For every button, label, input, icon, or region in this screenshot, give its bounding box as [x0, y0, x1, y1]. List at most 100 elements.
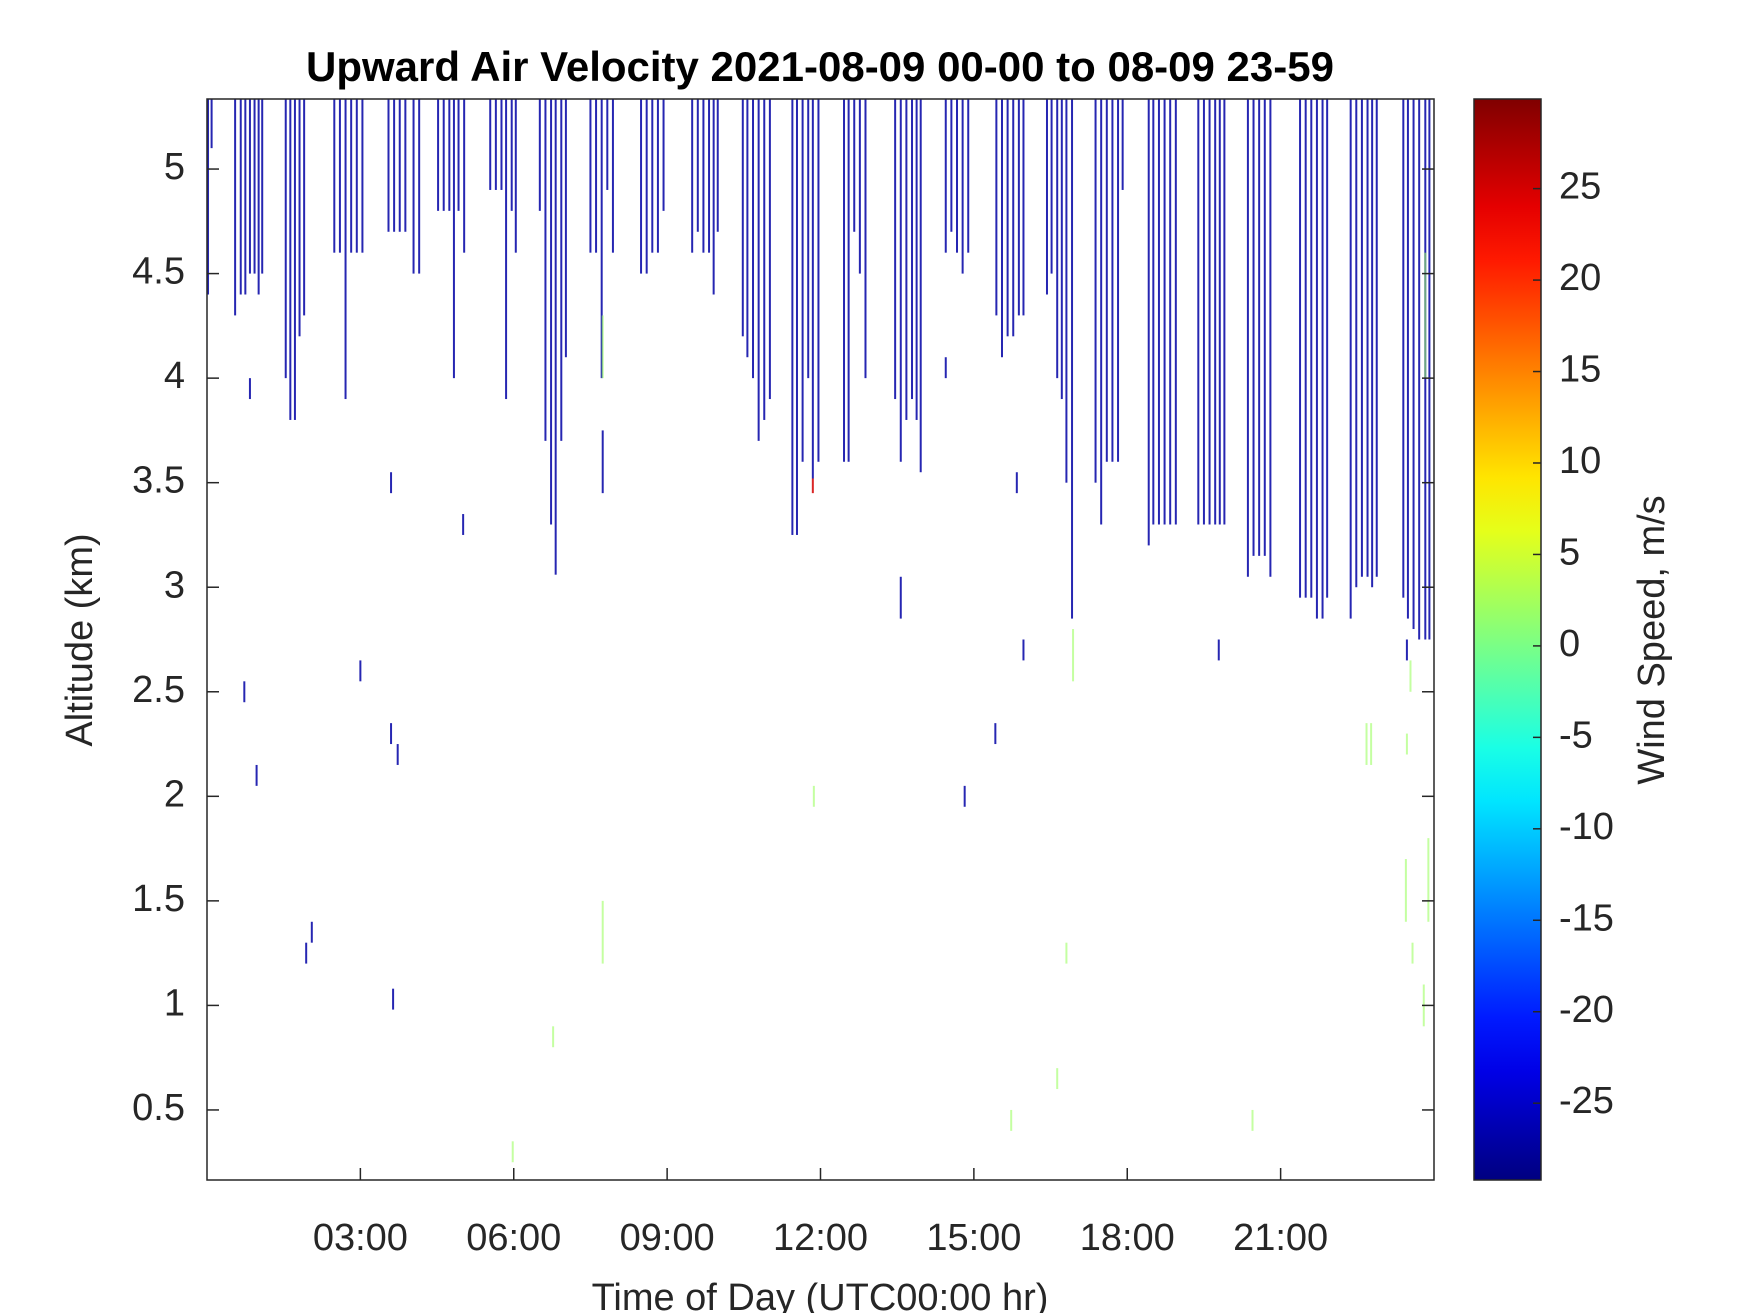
streak	[1371, 99, 1374, 588]
streak	[463, 99, 466, 253]
streak	[905, 99, 908, 420]
x-tick-label: 15:00	[926, 1217, 1021, 1259]
streak	[257, 99, 260, 295]
streak	[716, 99, 719, 232]
streak	[448, 99, 451, 211]
streak	[967, 99, 970, 253]
streak	[595, 99, 598, 253]
streak	[538, 99, 541, 211]
streak	[350, 99, 353, 253]
streak	[691, 99, 694, 253]
streak	[1409, 660, 1412, 692]
colorbar-tick-label: -5	[1559, 714, 1593, 756]
streak	[462, 514, 465, 535]
streak	[961, 99, 964, 274]
x-tick-label: 09:00	[620, 1217, 715, 1259]
streak	[1121, 99, 1124, 190]
streak	[1174, 99, 1177, 525]
colorbar-tick-label: -20	[1559, 989, 1614, 1031]
y-tick-label: 0.5	[132, 1087, 185, 1129]
chart-title: Upward Air Velocity 2021-08-09 00-00 to …	[306, 43, 1334, 90]
streak	[1214, 99, 1217, 525]
streak	[1163, 99, 1166, 525]
streak	[234, 99, 237, 316]
streak	[239, 99, 242, 295]
streak	[298, 99, 301, 337]
streak	[1000, 99, 1003, 358]
streak	[746, 99, 749, 358]
streak	[919, 99, 922, 473]
streak	[1355, 99, 1358, 588]
streak	[1015, 472, 1018, 494]
streak	[255, 764, 258, 786]
streak	[1117, 99, 1120, 462]
streak	[390, 472, 393, 494]
streak	[494, 99, 497, 190]
streak	[1299, 99, 1302, 598]
streak	[1406, 99, 1409, 619]
y-axis-label: Altitude (km)	[59, 533, 101, 746]
streak	[1405, 639, 1408, 661]
streak	[1022, 99, 1025, 316]
streak	[1251, 1109, 1254, 1131]
streak	[1263, 99, 1266, 556]
streak	[1310, 99, 1313, 598]
streak	[956, 99, 959, 253]
streak	[564, 99, 567, 358]
streak	[741, 99, 744, 337]
streak	[1060, 99, 1063, 400]
streak	[457, 99, 460, 211]
streak	[899, 99, 902, 462]
streak	[662, 99, 665, 211]
streak	[899, 576, 902, 619]
streak	[396, 744, 399, 765]
streak	[489, 99, 492, 190]
colorbar-tick-label: 25	[1559, 166, 1601, 208]
streak	[514, 99, 517, 253]
streak	[1022, 639, 1025, 661]
streak	[1208, 99, 1211, 525]
streak	[811, 99, 814, 479]
y-tick-label: 4	[164, 355, 185, 397]
streak	[1100, 99, 1103, 525]
streak	[393, 99, 396, 232]
streak	[601, 315, 604, 379]
colorbar-tick-label: -15	[1559, 897, 1614, 939]
streak	[355, 99, 358, 253]
streak	[1197, 99, 1200, 525]
streak	[858, 99, 861, 274]
streak	[207, 99, 210, 295]
streak	[412, 99, 415, 274]
colorbar-tick-label: 15	[1559, 349, 1601, 391]
streak	[1157, 99, 1160, 525]
streak	[807, 99, 810, 379]
x-tick-label: 06:00	[466, 1217, 561, 1259]
streak	[1366, 99, 1369, 577]
streak	[589, 99, 592, 253]
streak	[305, 942, 308, 964]
streak	[1424, 252, 1427, 379]
streak	[944, 99, 947, 253]
colorbar-tick-label: -25	[1559, 1080, 1614, 1122]
colorbar-tick-label: -10	[1559, 806, 1614, 848]
colorbar-tick-label: 10	[1559, 440, 1601, 482]
streak	[1147, 99, 1150, 546]
streak	[801, 99, 804, 462]
x-axis-label: Time of Day (UTC00:00 hr)	[592, 1277, 1049, 1313]
streak	[656, 99, 659, 253]
streak	[606, 99, 609, 190]
y-tick-label: 4.5	[132, 251, 185, 293]
streak	[757, 99, 760, 441]
streak	[847, 99, 850, 462]
streak	[511, 1141, 514, 1163]
streak	[791, 99, 794, 535]
streak	[1405, 733, 1408, 755]
streak	[289, 99, 292, 420]
colorbar-label: Wind Speed, m/s	[1631, 495, 1673, 784]
streak	[1418, 99, 1421, 640]
streak	[554, 99, 557, 575]
y-tick-label: 1.5	[132, 878, 185, 920]
streak	[1349, 99, 1352, 619]
streak	[1111, 99, 1114, 462]
streak	[812, 785, 815, 807]
